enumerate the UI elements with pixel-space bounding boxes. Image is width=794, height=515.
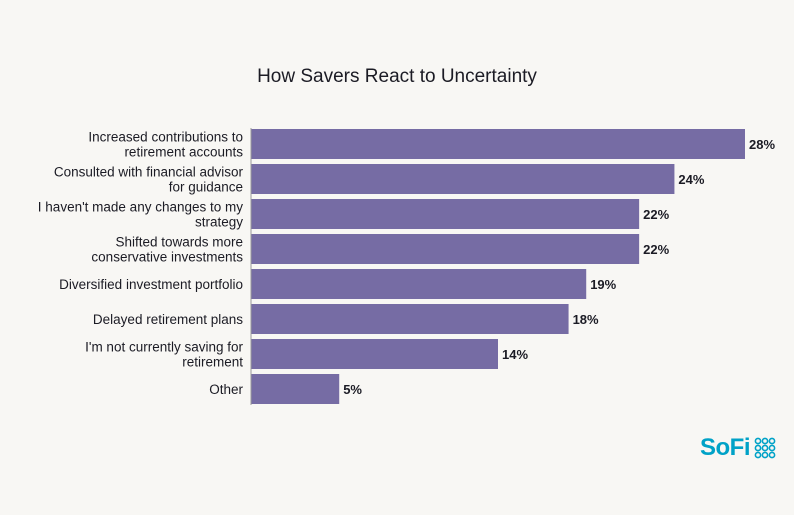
category-label-2-line-0: I haven't made any changes to my: [38, 200, 243, 215]
bar-7: [251, 374, 340, 404]
value-label-3: 22%: [643, 242, 669, 257]
category-label-1-line-0: Consulted with financial advisor: [54, 165, 244, 180]
category-label-3-line-0: Shifted towards more: [115, 235, 243, 250]
bar-1: [251, 164, 675, 194]
bars-group: 28% Increased contributions toretirement …: [38, 129, 775, 404]
value-label-5: 18%: [573, 312, 599, 327]
category-label-1-line-1: for guidance: [169, 180, 243, 195]
value-label-6: 14%: [502, 347, 528, 362]
bar-0: [251, 129, 745, 159]
logo-text: SoFi: [700, 434, 751, 461]
sofi-logo: SoFi: [700, 434, 776, 462]
sofi-dots-icon: [754, 437, 776, 459]
value-label-2: 22%: [643, 207, 669, 222]
bar-2: [251, 199, 640, 229]
bar-5: [251, 304, 569, 334]
category-label-7-line-0: Other: [209, 382, 243, 397]
category-label-5-line-0: Delayed retirement plans: [93, 312, 243, 327]
value-label-7: 5%: [343, 382, 362, 397]
category-label-0-line-0: Increased contributions to: [88, 130, 243, 145]
category-label-3-line-1: conservative investments: [91, 250, 243, 265]
value-label-0: 28%: [749, 137, 775, 152]
value-label-4: 19%: [590, 277, 616, 292]
category-label-6-line-0: I'm not currently saving for: [85, 340, 243, 355]
chart-title: How Savers React to Uncertainty: [257, 66, 537, 87]
bar-4: [251, 269, 587, 299]
category-label-4-line-0: Diversified investment portfolio: [59, 277, 243, 292]
value-label-1: 24%: [678, 172, 704, 187]
bar-6: [251, 339, 498, 369]
category-label-6-line-1: retirement: [182, 355, 243, 370]
category-label-0-line-1: retirement accounts: [124, 145, 243, 160]
bar-3: [251, 234, 640, 264]
category-label-2-line-1: strategy: [195, 215, 243, 230]
